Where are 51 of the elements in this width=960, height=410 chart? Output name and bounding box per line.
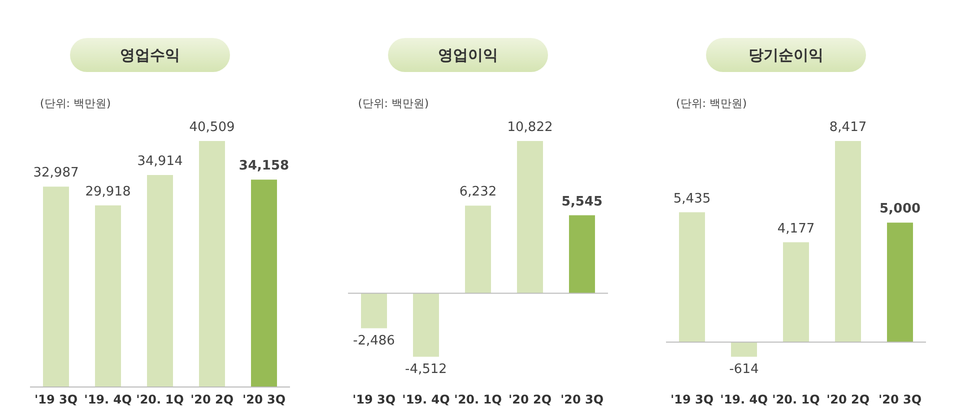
- data-label: 6,232: [459, 184, 497, 200]
- data-label: 5,435: [673, 191, 711, 206]
- x-tick-label: '19. 4Q: [402, 392, 450, 407]
- bar: [517, 141, 543, 294]
- x-tick-label: '20. 1Q: [454, 392, 502, 407]
- x-tick-label: '20. 1Q: [772, 392, 820, 407]
- x-tick-label: '20 2Q: [508, 392, 552, 407]
- x-tick-label: '19. 4Q: [720, 392, 768, 407]
- data-label: -2,486: [353, 333, 395, 348]
- bar: [251, 180, 277, 387]
- x-tick-label: '19 3Q: [34, 392, 78, 407]
- chart-title: 당기순이익: [706, 38, 866, 72]
- bar: [361, 293, 387, 328]
- bar: [465, 206, 491, 294]
- data-label: 8,417: [829, 120, 867, 135]
- bar: [199, 141, 225, 387]
- x-tick-label: '20 3Q: [242, 392, 286, 407]
- x-tick-label: '19 3Q: [352, 392, 396, 407]
- chart-subtitle: (단위: 백만원): [358, 96, 429, 111]
- data-label: 10,822: [507, 120, 553, 135]
- data-label: -4,512: [405, 362, 447, 377]
- chart-subtitle: (단위: 백만원): [40, 96, 111, 111]
- bar: [679, 212, 705, 342]
- x-tick-label: '20 2Q: [826, 392, 870, 407]
- chart-subtitle: (단위: 백만원): [676, 96, 747, 111]
- data-label: 5,000: [879, 202, 921, 217]
- x-tick-label: '20 3Q: [560, 392, 604, 407]
- bar: [569, 215, 595, 294]
- x-tick-label: '19. 4Q: [84, 392, 132, 407]
- bar: [413, 293, 439, 357]
- data-label: 29,918: [85, 184, 131, 200]
- bar: [95, 205, 121, 387]
- bar: [835, 141, 861, 342]
- bar: [43, 186, 69, 387]
- data-label: 34,158: [238, 158, 290, 174]
- data-label: -614: [729, 362, 759, 377]
- data-label: 34,914: [137, 154, 183, 169]
- bar: [887, 222, 913, 342]
- data-label: 4,177: [777, 221, 815, 236]
- chart-title: 영업이익: [388, 38, 548, 72]
- bar: [147, 174, 173, 387]
- chart-title: 영업수익: [70, 38, 230, 72]
- x-tick-label: '19 3Q: [670, 392, 714, 407]
- x-tick-label: '20 3Q: [878, 392, 922, 407]
- data-label: 5,545: [561, 194, 603, 210]
- x-tick-label: '20. 1Q: [136, 392, 184, 407]
- bar: [783, 242, 809, 342]
- x-tick-label: '20 2Q: [190, 392, 234, 407]
- bar: [731, 342, 757, 357]
- data-label: 32,987: [33, 166, 79, 181]
- data-label: 40,509: [189, 120, 235, 135]
